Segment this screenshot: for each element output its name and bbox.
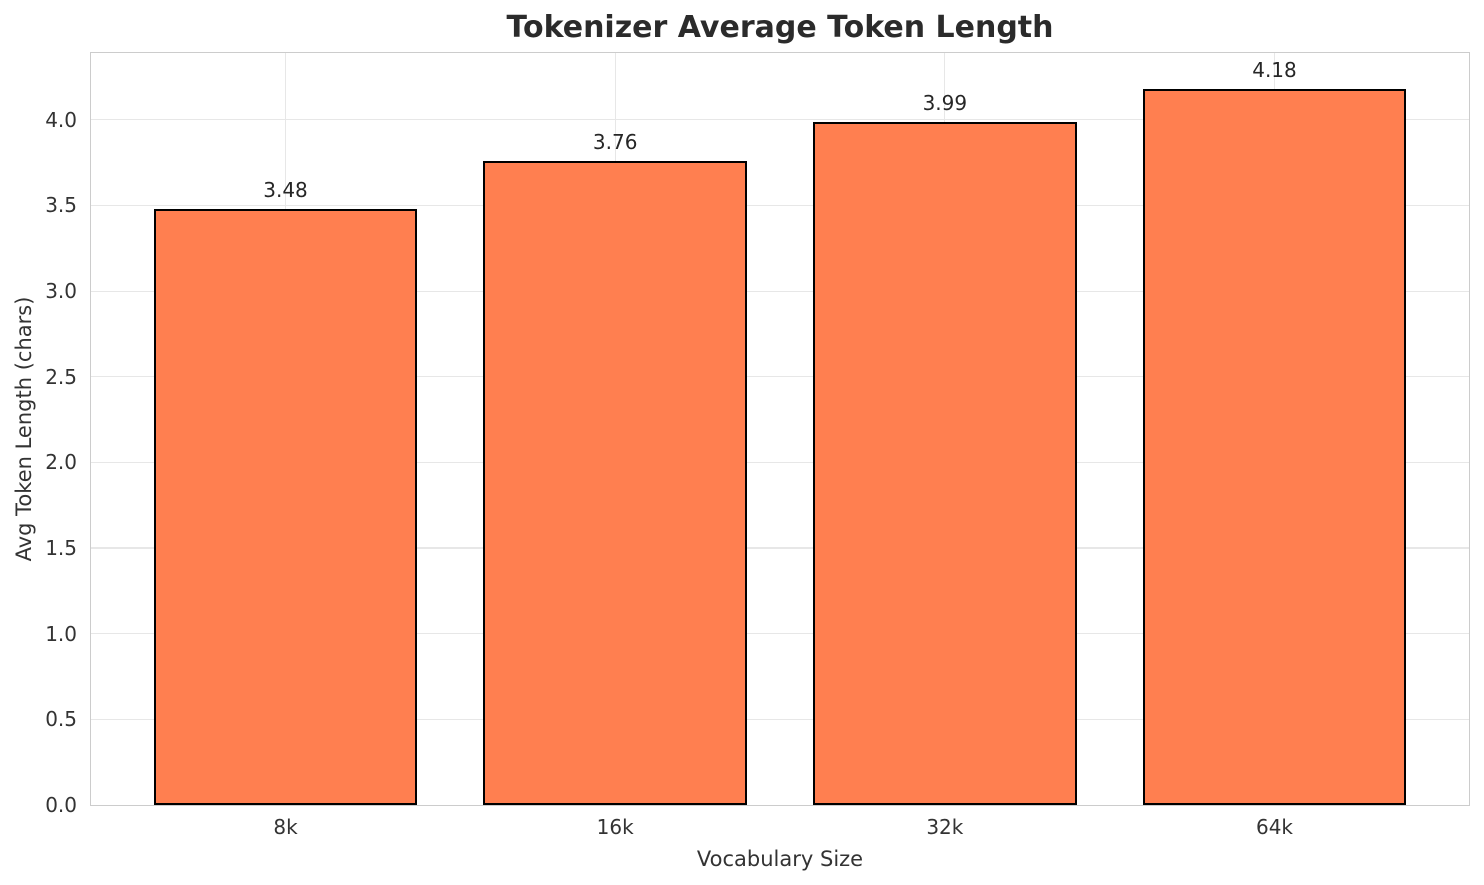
x-tick-label: 64k bbox=[1255, 815, 1293, 839]
y-tick-label: 3.5 bbox=[45, 193, 77, 218]
y-axis-label: Avg Token Length (chars) bbox=[12, 296, 36, 562]
bar-value-label: 3.48 bbox=[263, 177, 308, 202]
y-tick-label: 4.0 bbox=[45, 107, 77, 132]
bar-32k bbox=[812, 121, 1077, 805]
bar-value-label: 4.18 bbox=[1252, 57, 1297, 82]
y-gridline bbox=[91, 718, 1469, 720]
x-tick-label: 16k bbox=[596, 815, 634, 839]
y-gridline bbox=[91, 376, 1469, 378]
y-gridline bbox=[91, 547, 1469, 549]
y-gridline bbox=[91, 461, 1469, 464]
chart-title: Tokenizer Average Token Length bbox=[506, 10, 1054, 45]
y-tick-label: 1.0 bbox=[45, 621, 77, 646]
bar-value-label: 3.76 bbox=[592, 129, 638, 154]
y-gridline bbox=[91, 119, 1469, 121]
bar-16k bbox=[483, 160, 748, 805]
y-tick-label: 0.5 bbox=[45, 707, 77, 732]
plot-area: 0.0 0.5 1.0 1.5 2.0 2.5 3.0 3.5 4.0 3.48 8k 3.76 16k… bbox=[45, 52, 1470, 839]
y-gridline bbox=[91, 290, 1469, 292]
x-tick-label: 32k bbox=[926, 815, 964, 839]
x-axis-label: Vocabulary Size bbox=[696, 847, 864, 871]
y-tick-label: 0.0 bbox=[45, 793, 77, 817]
y-gridline bbox=[91, 204, 1469, 207]
bar-value-label: 3.99 bbox=[922, 90, 968, 115]
y-tick-label: 2.0 bbox=[45, 450, 77, 475]
bar-64k bbox=[1142, 88, 1407, 805]
y-tick-label: 3.0 bbox=[45, 279, 77, 304]
y-gridline bbox=[91, 633, 1469, 635]
y-tick-label: 2.5 bbox=[45, 364, 77, 389]
y-tick-label: 1.5 bbox=[45, 536, 77, 561]
x-tick-label: 8k bbox=[273, 815, 298, 839]
bar-8k bbox=[153, 208, 418, 805]
